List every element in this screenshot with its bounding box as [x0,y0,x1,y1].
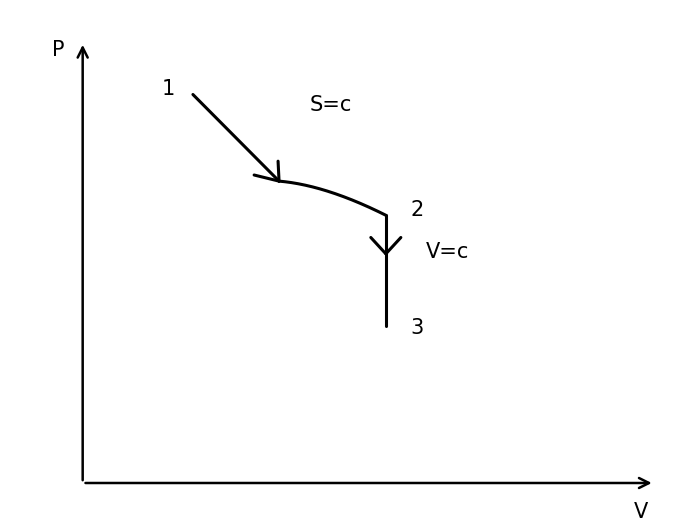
Text: P: P [52,40,65,60]
Text: V: V [634,502,648,522]
Text: V=c: V=c [426,242,469,262]
Text: 1: 1 [162,79,176,99]
Text: S=c: S=c [309,95,352,115]
Text: 3: 3 [410,318,424,338]
Text: 2: 2 [410,200,424,220]
